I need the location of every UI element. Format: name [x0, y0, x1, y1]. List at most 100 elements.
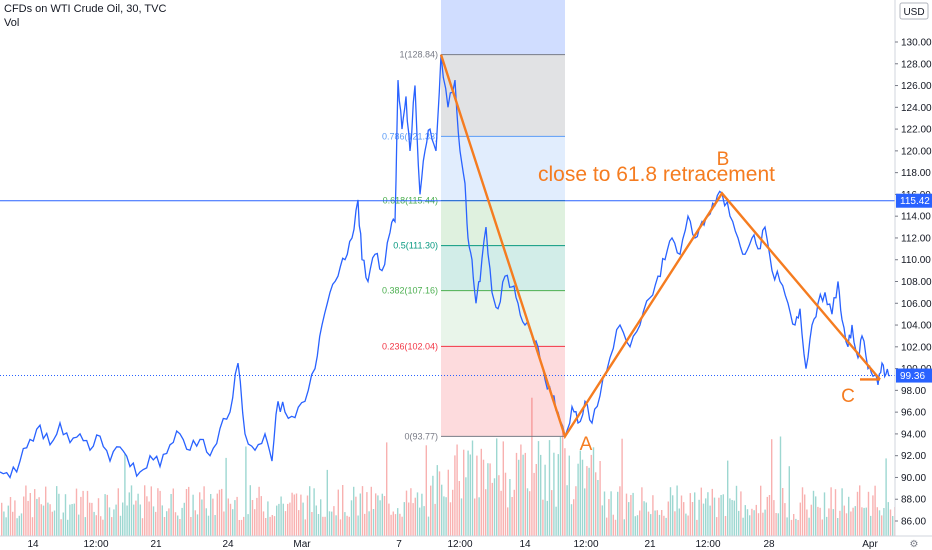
volume-bar — [863, 507, 865, 550]
y-tick-label: 104.00 — [901, 321, 932, 332]
horizontal-line-badge-label: 115.42 — [900, 196, 930, 207]
volume-bar — [62, 512, 64, 550]
fib-zone-0.618 — [441, 200, 565, 246]
volume-bar — [419, 507, 421, 550]
volume-bar — [482, 459, 485, 550]
volume-bar — [23, 496, 25, 550]
abc-pattern[interactable]: A B C — [439, 54, 881, 455]
y-tick-label: 98.00 — [901, 386, 926, 397]
volume-bar — [144, 485, 146, 550]
volume-bar — [669, 487, 672, 550]
pattern-label-a: A — [580, 434, 593, 455]
volume-bar — [718, 497, 720, 550]
volume-bar — [584, 488, 586, 550]
volume-bar — [707, 492, 709, 550]
volume-bar — [267, 501, 269, 550]
volume-bar — [447, 469, 449, 550]
volume-bar — [311, 512, 313, 550]
currency-box[interactable] — [899, 2, 929, 20]
y-tick-label: 88.00 — [901, 495, 926, 506]
volume-bar — [183, 502, 185, 550]
volume-bar — [797, 520, 799, 550]
volume-bar — [526, 488, 529, 550]
volume-bar — [788, 466, 790, 550]
abc-zigzag[interactable] — [439, 54, 881, 440]
volume-bar — [557, 454, 559, 550]
y-tick-label: 122.00 — [901, 125, 932, 136]
fibonacci-retracement[interactable]: 1(128.84)0.786(121.33)0.618(115.44)0.5(1… — [382, 0, 565, 441]
volume-bar — [322, 516, 324, 550]
volume-bar — [339, 519, 342, 550]
volume-bar — [654, 510, 656, 550]
volume-bar — [573, 499, 575, 550]
volume-bar — [885, 458, 887, 550]
volume-bar — [815, 496, 817, 550]
volume-bar — [529, 491, 531, 550]
volume-bar — [430, 485, 432, 550]
volume-bar — [403, 502, 405, 550]
volume-bar — [1, 502, 3, 550]
volume-bar — [597, 480, 599, 550]
volume-bar — [207, 515, 210, 550]
volume-bar — [680, 495, 683, 550]
volume-bar — [337, 489, 339, 550]
volume-bar — [251, 500, 254, 550]
volume-bar — [520, 444, 522, 550]
volume-bar — [280, 496, 282, 550]
volume-bar — [859, 485, 861, 550]
volume-bar — [34, 489, 36, 550]
volume-bar — [771, 439, 773, 550]
x-tick-label: 21 — [644, 539, 656, 550]
volume-bar — [434, 503, 436, 550]
volume-bars — [1, 397, 896, 550]
volume-bar — [551, 490, 553, 550]
volume-bar — [133, 504, 135, 550]
volume-bar — [3, 511, 5, 550]
volume-bar — [423, 506, 425, 550]
volume-bar — [568, 455, 570, 550]
volume-bar — [359, 493, 361, 550]
volume-bar — [775, 513, 777, 550]
volume-bar — [856, 491, 859, 550]
volume-bar — [511, 497, 513, 550]
volume-bar — [779, 436, 782, 550]
volume-bar — [553, 452, 555, 550]
volume-bar — [199, 492, 201, 550]
x-tick-label: 12:00 — [447, 539, 472, 550]
volume-bar — [595, 472, 597, 550]
settings-gear-icon[interactable]: ⚙ — [910, 539, 919, 550]
volume-bar — [346, 515, 348, 550]
pattern-label-c: C — [841, 386, 855, 407]
volume-bar — [716, 517, 718, 550]
volume-bar — [581, 459, 584, 550]
volume-bar — [590, 454, 592, 550]
volume-bar — [18, 515, 20, 550]
volume-bar — [839, 510, 841, 550]
volume-bar — [126, 505, 128, 550]
volume-bar — [711, 488, 713, 550]
volume-bar — [852, 507, 854, 550]
volume-bar — [592, 447, 595, 550]
volume-bar — [795, 518, 797, 550]
x-tick-label: Mar — [293, 539, 311, 550]
volume-bar — [777, 513, 779, 550]
volume-bar — [111, 517, 113, 550]
volume-bar — [405, 490, 408, 550]
volume-bar — [36, 498, 38, 550]
volume-bar — [388, 503, 390, 550]
volume-bar — [100, 516, 102, 550]
y-tick-label: 124.00 — [901, 103, 932, 114]
volume-bar — [634, 516, 636, 550]
volume-bar — [163, 517, 166, 550]
volume-bar — [212, 498, 214, 550]
volume-bar — [537, 441, 540, 550]
y-tick-label: 106.00 — [901, 299, 932, 310]
volume-bar — [577, 463, 579, 550]
volume-bar — [887, 502, 889, 550]
volume-bar — [540, 454, 542, 550]
x-tick-label: 24 — [222, 539, 234, 550]
volume-bar — [67, 519, 69, 550]
fib-label-0.236: 0.236(102.04) — [382, 341, 438, 351]
